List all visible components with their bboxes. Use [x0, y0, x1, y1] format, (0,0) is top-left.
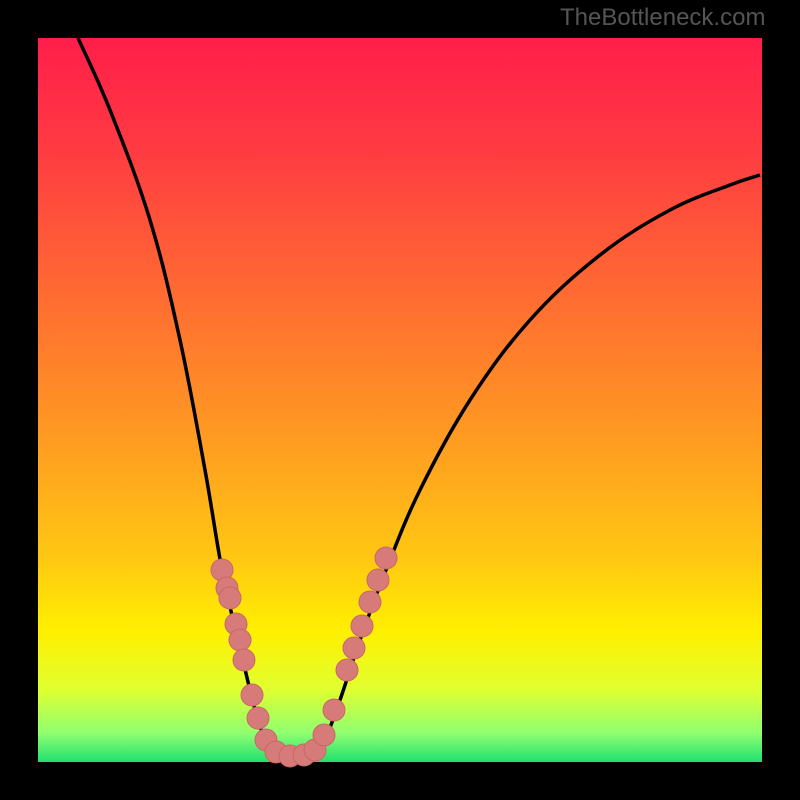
data-marker — [313, 724, 335, 746]
marker-group — [211, 547, 397, 767]
data-marker — [336, 659, 358, 681]
data-marker — [247, 707, 269, 729]
data-marker — [323, 699, 345, 721]
data-marker — [233, 649, 255, 671]
bottleneck-curve — [0, 0, 800, 800]
data-marker — [359, 591, 381, 613]
data-marker — [343, 637, 365, 659]
data-marker — [367, 569, 389, 591]
data-marker — [375, 547, 397, 569]
curve-path — [78, 38, 760, 758]
data-marker — [229, 629, 251, 651]
data-marker — [351, 615, 373, 637]
data-marker — [219, 587, 241, 609]
data-marker — [241, 684, 263, 706]
chart-container: TheBottleneck.com — [0, 0, 800, 800]
